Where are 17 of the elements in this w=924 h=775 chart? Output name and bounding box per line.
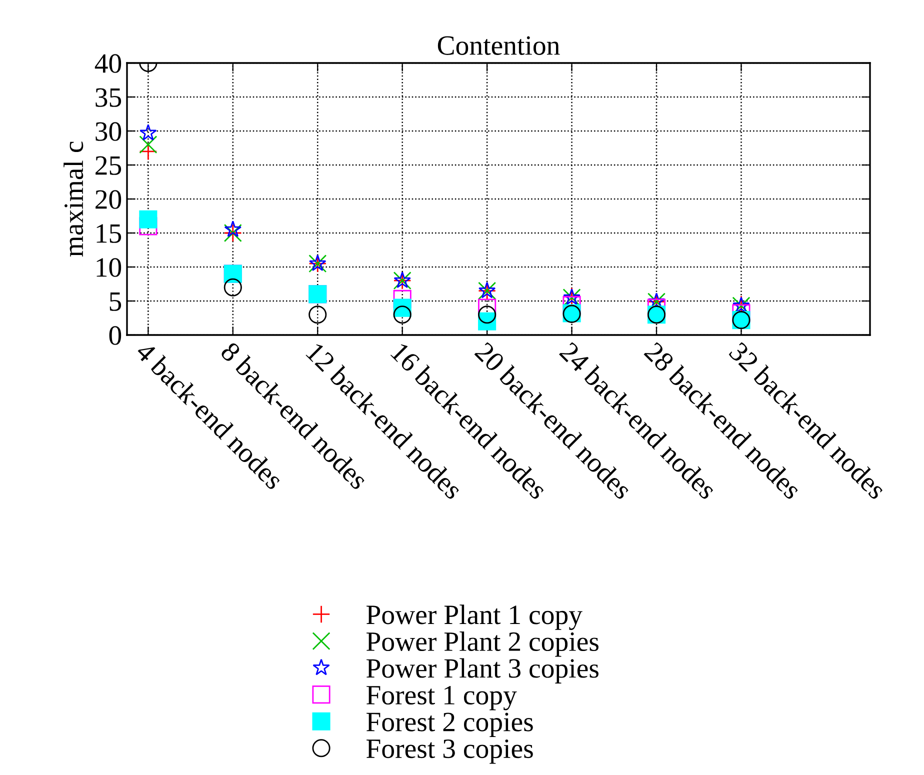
legend-label: Power Plant 3 copies — [366, 658, 598, 684]
y-tick-label: 25 — [96, 156, 122, 175]
legend-label: Power Plant 2 copies — [366, 632, 598, 657]
y-tick-label: 35 — [96, 88, 122, 107]
y-tick-label: 5 — [110, 292, 122, 311]
chart-title: Contention — [438, 36, 560, 55]
y-tick-label: 10 — [96, 258, 122, 277]
y-tick-label: 15 — [96, 224, 122, 243]
legend-label: Power Plant 1 copy — [366, 604, 582, 630]
y-axis-title: maximal c — [64, 142, 84, 257]
y-tick-label: 0 — [109, 326, 122, 345]
legend-label: Forest 1 copy — [366, 686, 517, 710]
y-tick-label: 30 — [96, 122, 122, 141]
legend-label: Forest 2 copies — [366, 712, 533, 738]
y-tick-label: 40 — [94, 54, 122, 73]
legend-label: Forest 3 copies — [366, 739, 533, 764]
y-tick-label: 20 — [96, 190, 122, 209]
